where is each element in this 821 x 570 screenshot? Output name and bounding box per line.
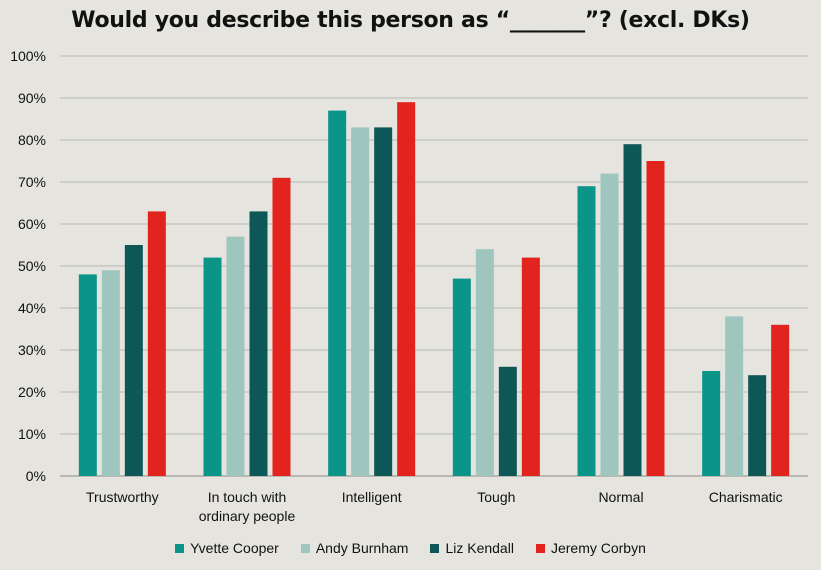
bar xyxy=(203,257,222,476)
bar xyxy=(577,186,596,476)
bar xyxy=(78,274,97,476)
bars xyxy=(78,102,790,477)
bar xyxy=(452,278,471,476)
bar xyxy=(623,144,642,476)
legend-label: Jeremy Corbyn xyxy=(550,540,646,556)
x-axis-labels: Trustworthy In touch with ordinary people I… xyxy=(86,489,783,524)
bar xyxy=(498,366,517,476)
legend-label: Yvette Cooper xyxy=(190,540,279,556)
y-tick-label: 30% xyxy=(18,342,46,358)
legend-swatch xyxy=(535,543,545,553)
legend-item: Andy Burnham xyxy=(300,540,409,556)
y-tick-label: 60% xyxy=(18,216,46,232)
x-tick-label: In touch with ordinary people xyxy=(199,489,296,524)
bar xyxy=(646,161,665,476)
legend-swatch xyxy=(175,543,185,553)
x-tick-label: Charismatic xyxy=(709,489,783,505)
bar xyxy=(124,245,143,476)
y-tick-label: 90% xyxy=(18,90,46,106)
legend-swatch xyxy=(430,543,440,553)
chart-title: Would you describe this person as “_____… xyxy=(71,8,750,33)
legend-item: Jeremy Corbyn xyxy=(535,540,646,556)
bar xyxy=(475,249,494,476)
bar xyxy=(374,127,393,477)
bar xyxy=(101,270,120,476)
y-tick-label: 20% xyxy=(18,384,46,400)
x-tick-label: Trustworthy xyxy=(86,489,159,505)
y-axis-ticks: 0% 10% 20% 30% 40% 50% 60% 70% 80% 90% 100% xyxy=(10,48,46,484)
x-tick-label: Tough xyxy=(477,489,515,505)
legend-item: Yvette Cooper xyxy=(175,540,279,556)
bar xyxy=(521,257,540,476)
bar xyxy=(328,110,347,476)
bar xyxy=(600,173,619,476)
bar xyxy=(748,375,767,476)
bar xyxy=(272,177,291,477)
legend-label: Liz Kendall xyxy=(445,540,514,556)
bar xyxy=(147,211,166,476)
x-tick-label: Normal xyxy=(598,489,643,505)
bar xyxy=(226,236,245,476)
y-tick-label: 10% xyxy=(18,426,46,442)
y-tick-label: 0% xyxy=(26,468,46,484)
legend-swatch xyxy=(300,543,310,553)
gridlines xyxy=(60,55,808,477)
bar xyxy=(771,324,790,476)
y-tick-label: 100% xyxy=(10,48,46,64)
legend-label: Andy Burnham xyxy=(315,540,409,556)
y-tick-label: 80% xyxy=(18,132,46,148)
legend: Yvette Cooper Andy Burnham Liz Kendall Jere… xyxy=(0,540,821,556)
bar xyxy=(725,316,744,476)
x-tick-label: Intelligent xyxy=(342,489,402,505)
bar xyxy=(249,211,268,476)
legend-item: Liz Kendall xyxy=(430,540,514,556)
bar xyxy=(397,102,416,476)
y-tick-label: 70% xyxy=(18,174,46,190)
y-tick-label: 40% xyxy=(18,300,46,316)
bar xyxy=(351,127,370,477)
y-tick-label: 50% xyxy=(18,258,46,274)
bar xyxy=(702,371,721,476)
